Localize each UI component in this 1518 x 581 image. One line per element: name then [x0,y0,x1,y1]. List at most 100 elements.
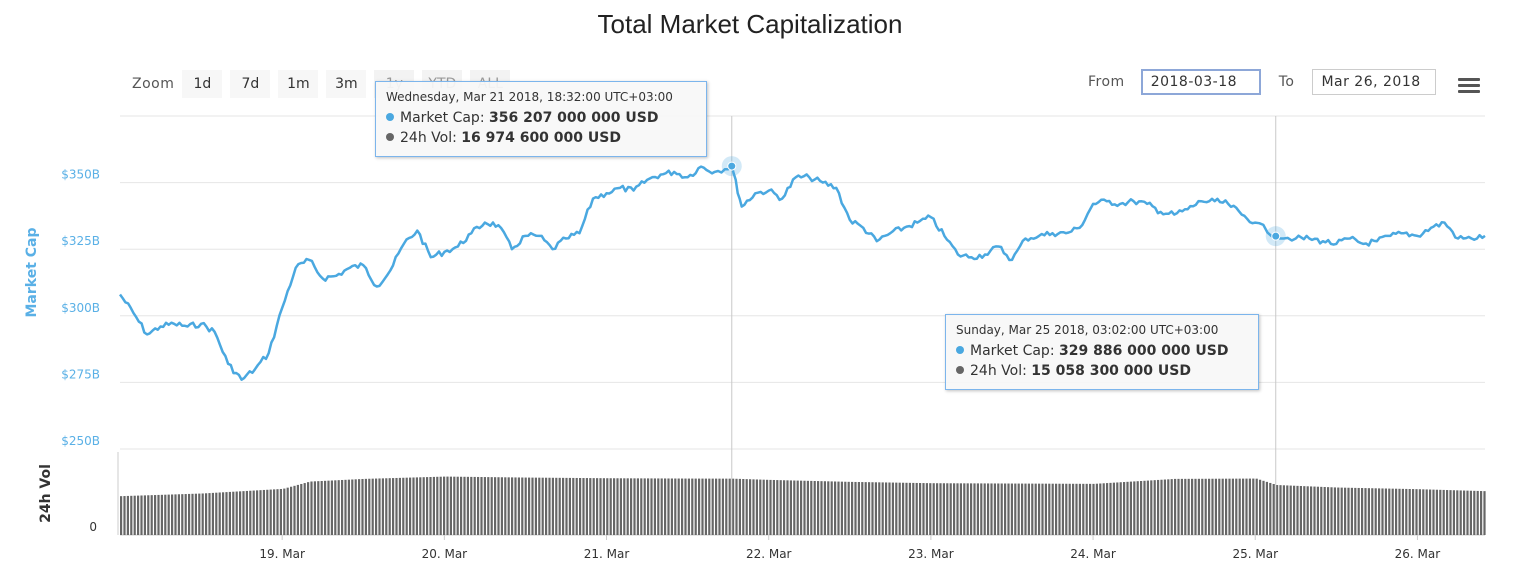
volume-bar [293,485,296,535]
tooltip-mar-21: Wednesday, Mar 21 2018, 18:32:00 UTC+03:… [375,81,707,157]
volume-bar [1184,478,1187,535]
volume-bar [1119,482,1122,535]
volume-bar [211,492,214,535]
volume-bar [1276,485,1279,535]
volume-bar [1354,487,1357,535]
zoom-3m-button[interactable]: 3m [326,70,367,98]
volume-bar [514,477,517,535]
volume-bar [330,480,333,535]
volume-bar [919,483,922,535]
tooltip-market-cap-row: Market Cap: 356 207 000 000 USD [386,108,696,128]
to-date-input[interactable] [1312,69,1437,95]
volume-bar [188,493,191,535]
tooltip-date: Sunday, Mar 25 2018, 03:02:00 UTC+03:00 [956,323,1219,337]
volume-bar [888,482,891,535]
volume-bar [375,478,378,535]
volume-bar [137,495,140,535]
volume-bar [1017,483,1020,535]
volume-bar [1310,486,1313,535]
tooltip-date: Wednesday, Mar 21 2018, 18:32:00 UTC+03:… [386,90,673,104]
volume-bar [1153,480,1156,535]
volume-bar [225,492,228,535]
volume-bar [568,477,571,535]
volume-bar [1330,487,1333,535]
volume-axis-title: 24h Vol [38,464,54,523]
volume-bar [1116,482,1119,535]
volume-bar [895,482,898,535]
volume-bar [1194,478,1197,535]
volume-bar [796,480,799,535]
volume-bar [371,478,374,535]
hamburger-menu-icon[interactable] [1458,74,1482,96]
x-tick-label: 19. Mar [259,547,305,561]
volume-bar [208,493,211,535]
volume-bar [779,480,782,535]
volume-bar [1456,490,1459,535]
zoom-1m-button[interactable]: 1m [278,70,319,98]
volume-bar [956,483,959,535]
volume-bar [990,483,993,535]
volume-bar [460,476,463,535]
zoom-7d-button[interactable]: 7d [230,70,271,98]
volume-bar [854,481,857,535]
zoom-1d-button[interactable]: 1d [182,70,223,98]
volume-bar [1320,486,1323,535]
market-cap-dot-icon [956,346,964,354]
volume-bar [545,477,548,535]
volume-bar [810,480,813,535]
volume-bar [296,484,299,535]
volume-bar [827,481,830,535]
volume-bar [1078,483,1081,535]
volume-bar [432,476,435,535]
volume-bar [691,478,694,535]
volume-bar [409,477,412,535]
volume-bar [500,477,503,535]
volume-bar [402,477,405,535]
volume-bar [1388,488,1391,535]
tooltip-market-cap-row: Market Cap: 329 886 000 000 USD [956,341,1248,361]
volume-bar [279,488,282,535]
from-date-input[interactable] [1140,69,1261,95]
hover-marker [727,161,737,171]
volume-bar [912,482,915,535]
volume-bar [524,477,527,535]
volume-bar [239,491,242,535]
volume-bar [1469,490,1472,535]
volume-bar [1031,483,1034,535]
volume-bar [157,494,160,535]
volume-bar [871,482,874,535]
volume-bar [759,479,762,535]
volume-bar [531,477,534,535]
volume-bar [847,481,850,535]
volume-bar [1429,489,1432,535]
volume-bar [585,478,588,535]
volume-bar [1228,478,1231,535]
volume-bar [1095,483,1098,535]
volume-bar [1231,478,1234,535]
volume-bar [667,478,670,535]
volume-bar [997,483,1000,535]
date-range-selector: From To [1088,69,1437,95]
volume-bar [1415,489,1418,535]
volume-bar [1344,487,1347,535]
volume-bar [1089,483,1092,535]
volume-bar [1296,485,1299,535]
x-tick-label: 26. Mar [1395,547,1441,561]
volume-bar [769,479,772,535]
volume-bar [565,477,568,535]
volume-bar [1384,488,1387,535]
volume-bar [1187,478,1190,535]
volume-bar [602,478,605,535]
volume-bar [1129,481,1132,535]
volume-bar [939,483,942,535]
volume-bar [426,477,429,535]
volume-bar [466,476,469,535]
volume-bar [1225,478,1228,535]
volume-bar [1347,487,1350,535]
volume-bar [313,481,316,535]
volume-bar [324,480,327,535]
volume-bar [310,481,313,535]
volume-bar [1174,478,1177,535]
volume-bar [381,478,384,535]
volume-bar [1065,483,1068,535]
